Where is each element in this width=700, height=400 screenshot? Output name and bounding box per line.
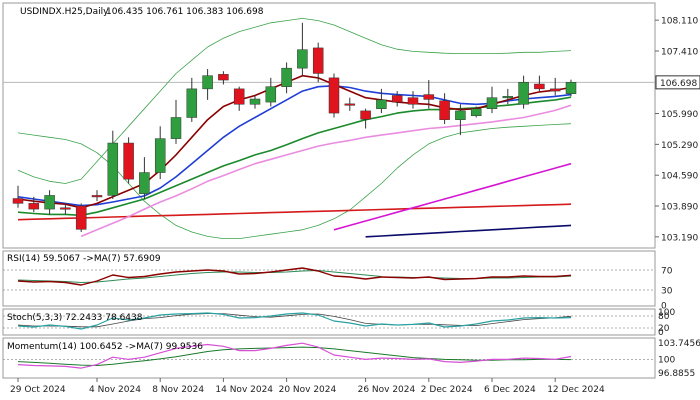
axis-labels-layer: 108.110 107.410 105.990 105.290 104.590 103.8…: [10, 17, 698, 395]
bull-candle-body: [154, 138, 166, 173]
price-tick-label: 108.110: [661, 17, 698, 27]
rsi-title: RSI(14) 59.5067 ->MA(7) 57.6909: [7, 254, 161, 264]
bear-candle-body: [91, 195, 103, 198]
bear-candle-body: [423, 94, 435, 100]
stoch-tick-label: 0: [658, 328, 664, 338]
bear-candle-body: [534, 83, 545, 90]
bull-candle-body: [281, 67, 292, 87]
date-tick-label: 29 Oct 2024: [10, 385, 66, 395]
bull-candle-body: [186, 88, 198, 118]
bear-candle-body: [407, 97, 419, 105]
bull-candle-body: [139, 172, 150, 194]
stoch-title: Stoch(5,3,3) 72.2433 78.6438: [7, 313, 143, 323]
momentum-tick-label: 96.8855: [658, 369, 695, 379]
bear-candle-body: [312, 47, 324, 74]
stoch-panel-frame: [2, 308, 656, 336]
stoch-k-line: [17, 312, 572, 330]
bull-candle-body: [565, 82, 577, 94]
bear-candle-body: [439, 100, 450, 120]
bull-candle-body: [470, 108, 482, 116]
bear-candle-body: [391, 95, 403, 103]
bear-candle-body: [12, 198, 24, 204]
price-tick-label: 103.890: [661, 203, 698, 213]
date-tick-label: 26 Nov 2024: [358, 385, 416, 395]
indicator-lines-layer: [17, 17, 572, 240]
bull-candle-body: [170, 117, 182, 139]
price-tick-label: 107.410: [661, 47, 698, 57]
price-tick-label: 103.190: [661, 233, 698, 243]
main-panel-frame: [2, 2, 656, 249]
date-tick-label: 6 Dec 2024: [484, 385, 536, 395]
bull-candle-body: [486, 97, 498, 109]
stoch-tick-label: 20: [658, 324, 670, 334]
bear-candle-body: [233, 88, 245, 105]
price-tick-label: 105.990: [661, 110, 698, 120]
date-tick-label: 4 Nov 2024: [89, 385, 141, 395]
bull-candle-body: [297, 49, 308, 69]
bear-candle-body: [218, 74, 229, 81]
bull-candle-body: [265, 86, 277, 103]
date-tick-label: 8 Nov 2024: [152, 385, 204, 395]
momentum-tick-label: 103.7456: [658, 339, 700, 349]
ma-fast-line: [17, 74, 572, 209]
momentum-line: [17, 342, 572, 369]
bull-candle-body: [202, 75, 213, 90]
bear-candle-body: [344, 103, 356, 106]
date-tick-label: 20 Nov 2024: [279, 385, 337, 395]
stoch-tick-label: 100: [658, 308, 675, 318]
bear-candle-body: [328, 77, 340, 114]
rsi-panel-frame: [2, 250, 656, 307]
current-price-label: 106.698: [660, 79, 697, 89]
bull-candle-body: [518, 82, 529, 105]
bull-candle-body: [376, 99, 387, 109]
bull-candle-body: [44, 195, 55, 210]
momentum-tick-label: 100: [658, 355, 675, 365]
momentum-title: Momentum(14) 100.6452 ->MA(7) 99.9536: [7, 342, 203, 352]
bull-candle-body: [455, 110, 466, 120]
bear-candle-body: [360, 110, 371, 120]
date-tick-label: 12 Dec 2024: [547, 385, 605, 395]
rsi-tick-label: 0: [661, 302, 667, 312]
bull-candle-body: [107, 142, 119, 196]
date-tick-label: 14 Nov 2024: [215, 385, 273, 395]
current-price-tag: [655, 75, 700, 90]
ohlc-values: 106.435 106.761 106.383 106.698: [106, 7, 264, 17]
ma-pink-line: [80, 104, 572, 238]
bear-candle-body: [28, 203, 40, 210]
stoch-tick-label: 80: [658, 312, 670, 322]
ma-mid-line: [17, 85, 572, 207]
ma-navy-line: [365, 224, 572, 238]
bull-candle-body: [249, 98, 261, 105]
price-tick-label: 105.290: [661, 141, 698, 151]
chart-title: USDINDX.H25,Daily: [20, 7, 109, 17]
bear-candle-body: [75, 205, 87, 230]
bear-candle-body: [123, 142, 134, 180]
bear-candle-body: [549, 88, 561, 92]
price-tick-label: 104.590: [661, 172, 698, 182]
rsi-tick-label: 70: [661, 267, 673, 277]
ma-magenta-line: [333, 162, 572, 231]
bull-candle-body: [502, 96, 514, 99]
ma-red-line: [17, 203, 572, 221]
bear-candle-body: [60, 207, 71, 210]
date-tick-label: 2 Dec 2024: [421, 385, 473, 395]
stoch-d-line: [17, 313, 572, 328]
rsi-tick-label: 30: [661, 287, 673, 297]
rsi-line: [17, 267, 572, 286]
candles-layer: [12, 22, 577, 232]
